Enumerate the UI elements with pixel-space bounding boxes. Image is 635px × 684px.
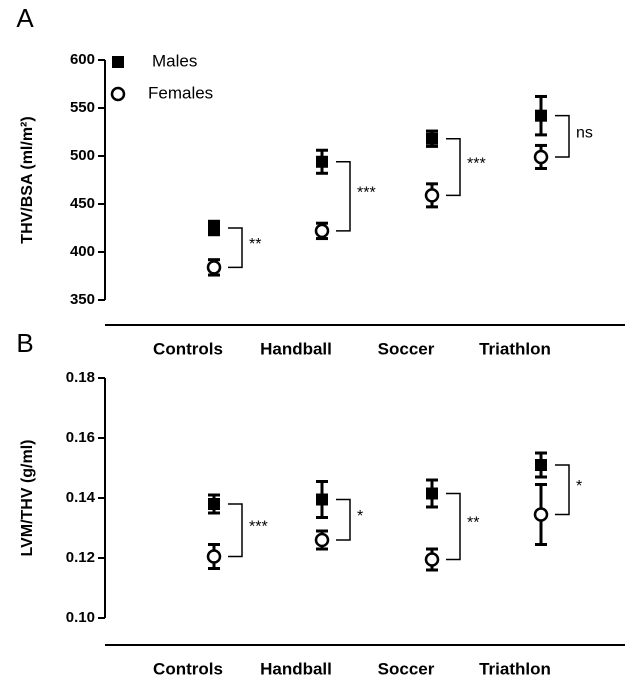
y-tick-label: 0.18: [66, 369, 95, 386]
panel-label: A: [16, 3, 34, 33]
y-tick-label: 450: [70, 195, 95, 212]
y-axis-label: LVM/THV (g/ml): [19, 439, 36, 556]
significance-label: *: [576, 478, 582, 495]
x-tick-label: Controls: [153, 659, 223, 678]
x-tick-label: Handball: [260, 339, 332, 358]
panel-label: B: [16, 328, 33, 358]
significance-bracket: [336, 161, 351, 232]
significance-bracket: [336, 498, 351, 541]
x-tick-label: Soccer: [378, 659, 435, 678]
male-marker: [316, 493, 328, 506]
significance-label: ***: [467, 155, 486, 172]
y-tick-label: 0.16: [66, 429, 95, 446]
y-tick-label: 600: [70, 51, 95, 68]
female-marker: [533, 149, 549, 165]
significance-label: ***: [249, 518, 268, 535]
significance-bracket: [555, 464, 570, 516]
female-marker: [533, 507, 549, 522]
y-axis-label: THV/BSA (ml/m²): [19, 116, 36, 243]
significance-bracket: [228, 227, 243, 269]
y-tick-label: 500: [70, 147, 95, 164]
significance-bracket: [228, 503, 243, 558]
female-marker: [424, 552, 440, 567]
significance-label: ns: [576, 125, 593, 142]
x-tick-label: Soccer: [378, 339, 435, 358]
female-marker: [424, 188, 440, 203]
y-tick-label: 350: [70, 291, 95, 308]
female-marker: [314, 223, 330, 239]
x-tick-label: Triathlon: [479, 659, 551, 678]
y-tick-label: 400: [70, 243, 95, 260]
legend-label: Males: [152, 51, 197, 70]
legend-marker: [112, 56, 124, 68]
significance-label: *: [357, 508, 363, 525]
y-tick-label: 0.12: [66, 549, 95, 566]
male-marker: [426, 487, 438, 500]
legend-marker: [110, 86, 126, 102]
significance-bracket: [555, 114, 570, 158]
significance-label: **: [249, 236, 261, 253]
male-marker: [208, 222, 220, 234]
male-marker: [535, 459, 547, 471]
significance-label: **: [467, 515, 479, 532]
y-tick-label: 550: [70, 99, 95, 116]
significance-bracket: [446, 492, 461, 561]
x-tick-label: Handball: [260, 659, 332, 678]
female-marker: [206, 260, 222, 275]
male-marker: [208, 498, 220, 510]
x-tick-label: Triathlon: [479, 339, 551, 358]
significance-bracket: [446, 137, 461, 197]
y-tick-label: 0.14: [66, 489, 96, 506]
legend-label: Females: [148, 83, 213, 102]
male-marker: [316, 155, 328, 168]
male-marker: [535, 109, 547, 122]
y-tick-label: 0.10: [66, 609, 95, 626]
x-tick-label: Controls: [153, 339, 223, 358]
female-marker: [206, 549, 222, 564]
significance-label: ***: [357, 185, 376, 202]
female-marker: [314, 532, 330, 548]
male-marker: [426, 132, 438, 145]
